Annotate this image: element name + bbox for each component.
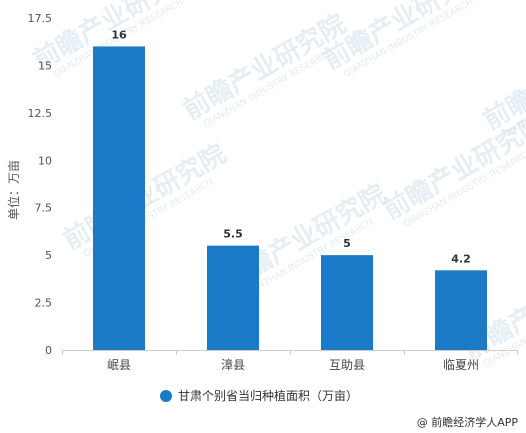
y-tick-label: 7.5 <box>35 202 53 215</box>
y-tick-label: 12.5 <box>28 107 53 120</box>
bar-4[interactable] <box>435 270 487 350</box>
x-tick-label: 临夏州 <box>443 358 479 372</box>
x-tick-label: 互助县 <box>329 358 365 372</box>
y-tick-label: 2.5 <box>35 297 53 310</box>
svg-text:前瞻产业研究院: 前瞻产业研究院 <box>178 8 351 126</box>
source-note: @ 前瞻经济学人APP <box>417 415 519 429</box>
legend[interactable]: 甘肃个别省当归种植面积（万亩） <box>160 388 358 403</box>
x-tick-label: 岷县 <box>107 357 131 372</box>
legend-label: 甘肃个别省当归种植面积（万亩） <box>178 388 358 403</box>
svg-text:前瞻产业研究院: 前瞻产业研究院 <box>478 18 526 136</box>
bar-3[interactable] <box>321 255 373 350</box>
y-tick-label: 17.5 <box>28 12 53 25</box>
x-tick-label: 漳县 <box>221 357 245 372</box>
y-tick-label: 15 <box>38 59 52 72</box>
data-labels: 16 5.5 5 4.2 <box>111 28 470 265</box>
legend-marker <box>160 390 172 402</box>
y-axis-ticks: 0 2.5 5 7.5 10 12.5 15 17.5 <box>28 12 53 357</box>
x-axis-categories: 岷县 漳县 互助县 临夏州 <box>62 350 518 372</box>
y-tick-label: 5 <box>45 249 52 262</box>
bar-2[interactable] <box>207 245 259 350</box>
y-tick-label: 0 <box>45 344 52 357</box>
data-label: 5.5 <box>223 228 243 241</box>
bars <box>93 46 487 350</box>
y-tick-label: 10 <box>38 154 52 167</box>
data-label: 16 <box>111 28 127 41</box>
data-label: 5 <box>343 237 351 250</box>
bar-1[interactable] <box>93 46 145 350</box>
data-label: 4.2 <box>451 252 471 265</box>
y-axis-label: 单位：万亩 <box>6 160 21 220</box>
